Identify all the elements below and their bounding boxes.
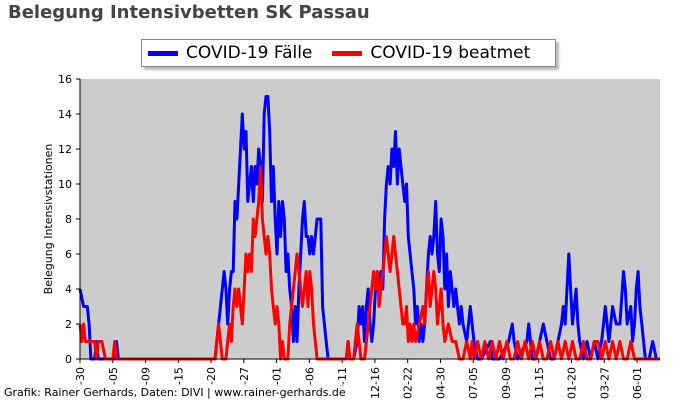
chart-title: Belegung Intensivbetten SK Passau	[8, 2, 370, 23]
y-tick-label-4: 8	[65, 213, 72, 226]
x-tick-label-15: 01-20	[566, 367, 579, 399]
y-tick-label-3: 6	[65, 248, 72, 261]
y-tick-label-1: 2	[65, 318, 72, 331]
y-tick-label-2: 4	[65, 283, 72, 296]
y-tick-label-6: 12	[58, 143, 72, 156]
legend-item-beatmet: COVID-19 beatmet	[326, 43, 530, 63]
y-tick-label-5: 10	[58, 178, 72, 191]
y-axis-label: Belegung Intensivstationen	[42, 144, 55, 295]
series-line-1	[78, 165, 660, 361]
legend-swatch-faelle	[148, 50, 178, 56]
x-tick-label-13: 09-09	[500, 367, 513, 399]
y-tick-label-0: 0	[65, 353, 72, 366]
legend-label-faelle: COVID-19 Fälle	[186, 43, 313, 63]
x-tick-label-12: 07-05	[467, 367, 480, 399]
legend-swatch-beatmet	[332, 50, 363, 56]
x-tick-label-10: 02-22	[402, 367, 415, 399]
x-tick-label-16: 03-27	[598, 367, 611, 399]
x-tick-label-9: 12-16	[369, 367, 382, 399]
x-tick-label-11: 04-30	[434, 367, 447, 399]
series-line-0	[78, 95, 660, 361]
y-tick-label-8: 16	[58, 73, 72, 86]
credit-text: Grafik: Rainer Gerhards, Daten: DIVI | w…	[4, 386, 346, 399]
x-tick-label-14: 11-15	[533, 367, 546, 399]
legend: COVID-19 Fälle COVID-19 beatmet	[141, 39, 556, 67]
x-tick-label-17: 06-01	[631, 367, 644, 399]
legend-label-beatmet: COVID-19 beatmet	[370, 43, 531, 63]
legend-item-faelle: COVID-19 Fälle	[142, 43, 312, 63]
y-tick-label-7: 14	[58, 108, 72, 121]
